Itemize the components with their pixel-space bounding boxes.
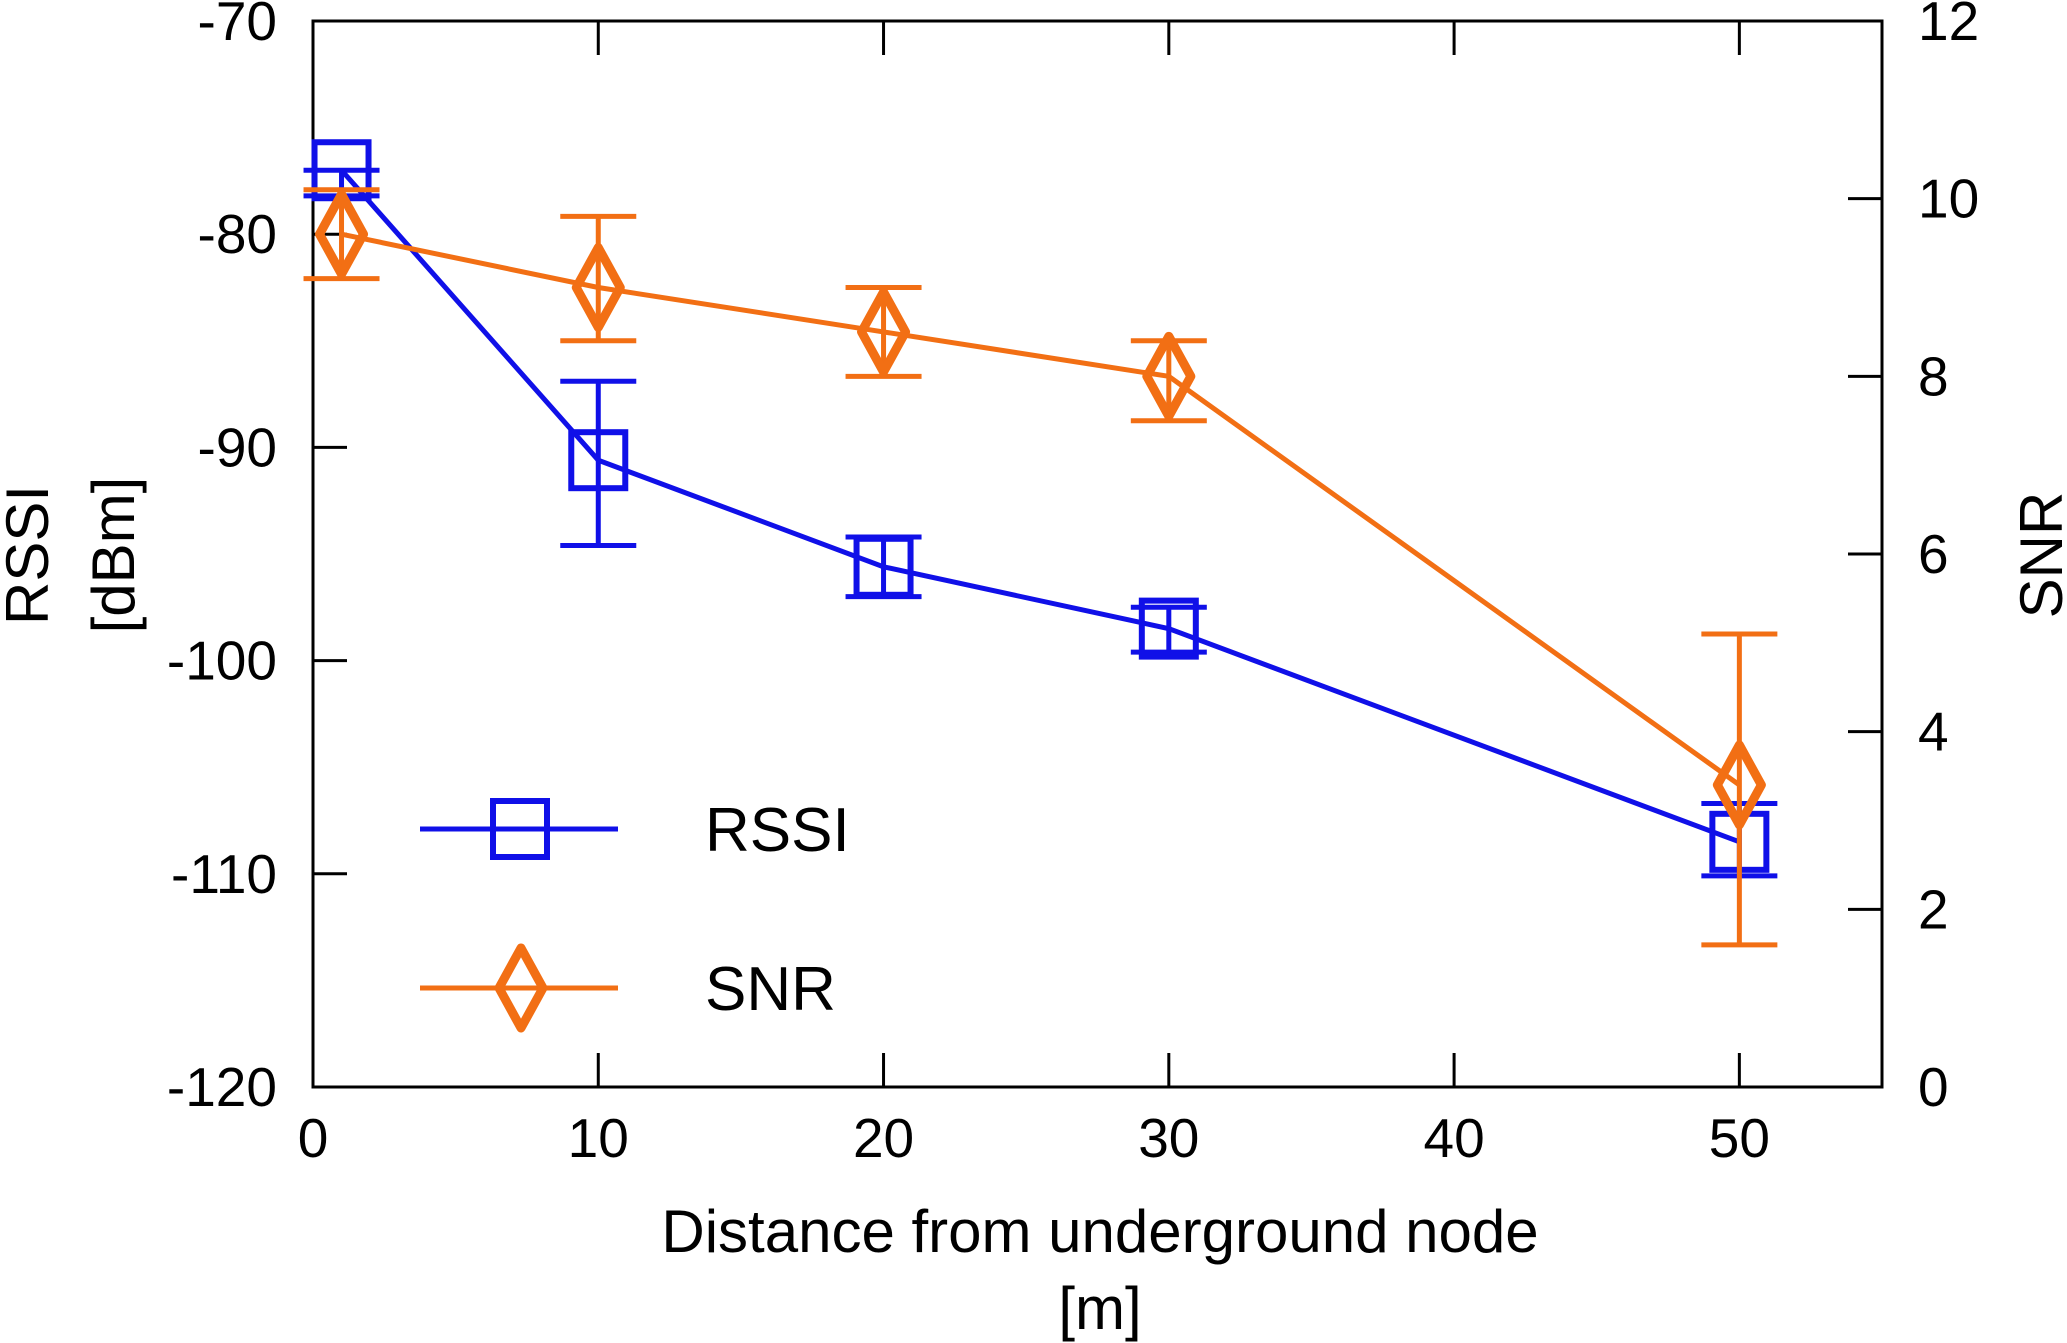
- y-right-tick-label: 6: [1918, 523, 1949, 585]
- data-point-snr: [1712, 740, 1766, 830]
- y-left-axis-title: RSSI [dBm]: [0, 477, 147, 634]
- legend-snr-marker: [494, 943, 548, 1033]
- y-right-tick-label: 0: [1918, 1056, 1949, 1118]
- x-tick-label: 40: [1423, 1107, 1484, 1169]
- data-point-rssi: [568, 429, 629, 492]
- y-right-tick-label: 2: [1918, 878, 1949, 940]
- x-axis-title: Distance from underground node [m]: [661, 1198, 1538, 1342]
- y-left-tick-label: -100: [167, 630, 277, 692]
- data-point-rssi: [853, 535, 914, 598]
- y-left-tick-label: -90: [198, 416, 278, 478]
- x-tick-label: 0: [298, 1107, 329, 1169]
- data-point-snr: [1142, 331, 1196, 421]
- data-point-snr: [315, 189, 369, 279]
- series-rssi: [303, 139, 1778, 879]
- x-tick-label: 30: [1138, 1107, 1199, 1169]
- error-bar-rssi: [560, 378, 637, 548]
- y-left-tick-label: -120: [167, 1056, 277, 1118]
- y-right-tick-label: 10: [1918, 168, 1979, 230]
- y-left-tick-label: -110: [171, 843, 277, 905]
- series-snr: [303, 187, 1778, 948]
- error-bar-snr: [1701, 631, 1778, 948]
- axis-ticks: 0 10 20 30 40 50-70-80-90-100-110-12012108642…: [167, 0, 1979, 1169]
- legend-rssi-label: RSSI: [705, 796, 850, 865]
- y-left-tick-label: -70: [198, 0, 278, 52]
- series-rssi-line: [339, 168, 1741, 845]
- y-left-axis-title-line-1: RSSI: [0, 485, 61, 625]
- y-right-tick-label: 8: [1918, 345, 1949, 407]
- y-left-tick-label: -80: [198, 203, 278, 265]
- x-tick-label: 20: [853, 1107, 914, 1169]
- y-right-tick-label: 4: [1918, 701, 1949, 763]
- series-snr-line: [341, 231, 1741, 787]
- data-point-rssi: [1138, 597, 1199, 660]
- legend-entry-rssi: RSSI: [420, 796, 850, 865]
- y-right-axis-title: SNR: [2008, 492, 2067, 619]
- data-point-snr: [857, 287, 911, 377]
- legend-snr-label: SNR: [705, 955, 836, 1024]
- x-axis-title-line-2: [m]: [1058, 1275, 1141, 1342]
- data-point-snr: [571, 243, 625, 332]
- y-left-axis-title-line-2: [dBm]: [80, 477, 147, 634]
- y-right-tick-label: 12: [1918, 0, 1979, 52]
- series-layer: [303, 139, 1778, 948]
- x-axis-title-line-1: Distance from underground node: [661, 1198, 1538, 1265]
- legend-entry-snr: SNR: [420, 943, 836, 1033]
- x-tick-label: 10: [568, 1107, 629, 1169]
- legend-rssi-marker: [490, 798, 550, 860]
- plot-border: [311, 19, 1884, 1089]
- legend: RSSI SNR: [420, 796, 850, 1033]
- plot-frame: [311, 19, 1884, 1089]
- x-tick-label: 50: [1709, 1107, 1770, 1169]
